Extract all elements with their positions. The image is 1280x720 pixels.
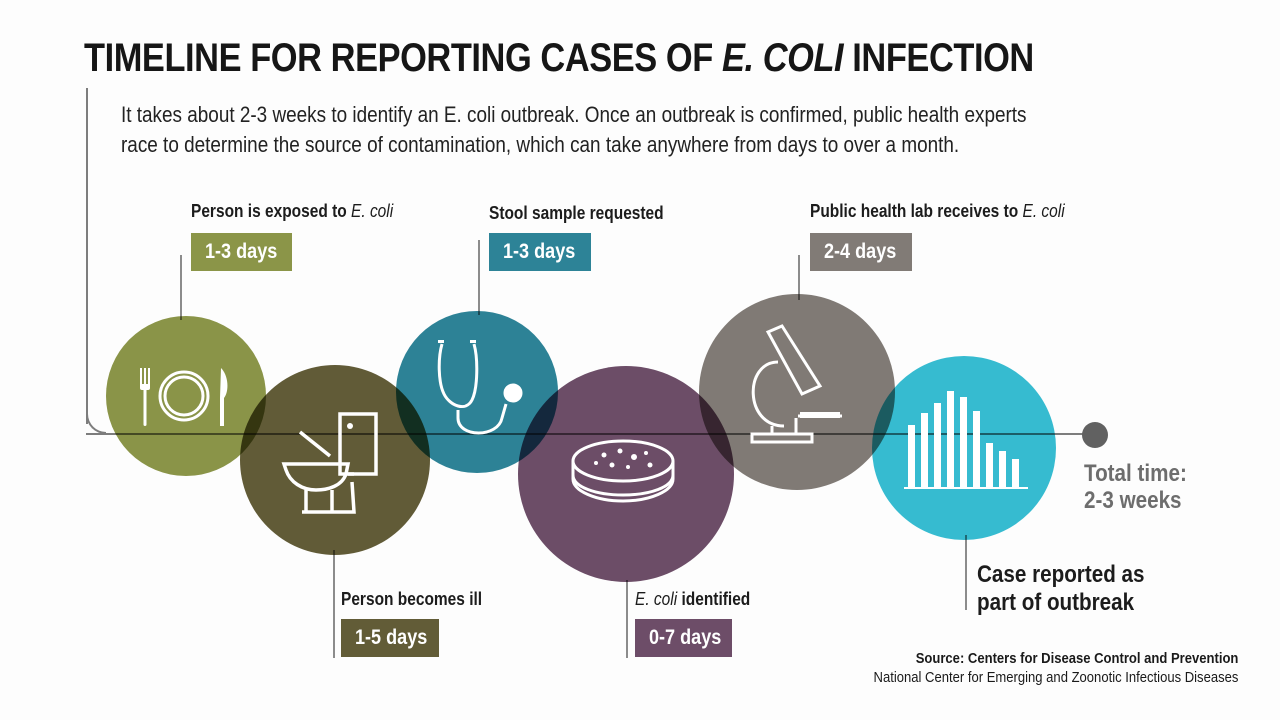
total-time-value: 2-3 weeks [1084,487,1182,514]
stage-3-label-text: Stool sample requested [489,203,664,223]
connector-stage-5 [798,255,800,300]
bar-chart-icon-bar [986,443,993,487]
stage-5-label-italic: E. coli [1022,201,1065,221]
stage-1-label-italic: E. coli [351,201,394,221]
total-time-label: Total time: [1084,460,1187,487]
final-stage-label-line1: Case reported as [977,561,1145,588]
stage-4-label: E. coli identified [635,589,750,610]
stage-1-label: Person is exposed to E. coli [191,201,393,222]
timeline-end-dot [1082,422,1108,448]
stage-3-duration-badge: 1-3 days [489,233,591,271]
stethoscope-icon [437,340,523,435]
stage-5-duration: 2-4 days [824,240,897,263]
stage-5-label: Public health lab receives to E. coli [810,201,1065,222]
stage-2-label: Person becomes ill [341,589,482,610]
stage-2-duration-badge: 1-5 days [341,619,439,657]
petri-dish-icon [571,439,675,503]
bar-chart-icon [904,391,1028,489]
bar-chart-icon-bar [973,411,980,487]
stage-3-label: Stool sample requested [489,203,664,224]
stage-4-circle [518,366,734,582]
stage-4-duration: 0-7 days [649,626,722,649]
stage-2-label-text: Person becomes ill [341,589,483,609]
title-prefix: TIMELINE FOR REPORTING CASES OF [84,36,722,80]
stage-1-circle [106,316,266,476]
stage-1-duration: 1-3 days [205,240,278,263]
stage-5-circle [699,294,895,490]
timeline-corner [86,414,106,434]
bar-chart-icon-bar [921,413,928,487]
connector-stage-3 [478,240,480,315]
timeline-vertical-line [86,88,88,424]
bar-chart-icon-bar [934,403,941,487]
bar-chart-icon-bar [947,391,954,487]
final-stage-label-line2: part of outbreak [977,589,1135,616]
source-note: Source: Centers for Disease Control and … [833,650,1238,688]
stage-2-duration: 1-5 days [355,626,428,649]
toilet-icon [281,412,378,514]
intro-text: It takes about 2-3 weeks to identify an … [121,102,1027,157]
title-suffix: INFECTION [843,36,1034,80]
connector-final [965,535,967,610]
stage-4-duration-badge: 0-7 days [635,619,732,657]
stage-5-duration-badge: 2-4 days [810,233,912,271]
source-line1: Source: Centers for Disease Control and … [915,651,1238,667]
page-title: TIMELINE FOR REPORTING CASES OF E. COLI … [84,36,1034,81]
source-line2: National Center for Emerging and Zoonoti… [873,670,1238,686]
total-time: Total time: 2-3 weeks [1084,460,1187,514]
bar-chart-icon-bar [960,397,967,487]
final-stage-label: Case reported as part of outbreak [977,561,1144,617]
stage-3-duration: 1-3 days [503,240,576,263]
utensils-plate-icon [140,368,228,426]
stage-5-label-text: Public health lab receives to [810,201,1023,221]
stage-4-label-text: identified [677,589,751,609]
connector-stage-2 [333,550,335,658]
microscope-icon [750,324,842,444]
stage-4-label-italic: E. coli [635,589,678,609]
bar-chart-icon-bar [1012,459,1019,487]
stage-1-duration-badge: 1-3 days [191,233,292,271]
title-italic: E. COLI [721,36,844,80]
bar-chart-icon-bar [999,451,1006,487]
connector-stage-1 [180,255,182,320]
connector-stage-4 [626,580,628,658]
stage-1-label-text: Person is exposed to [191,201,352,221]
bar-chart-icon-bar [908,425,915,487]
